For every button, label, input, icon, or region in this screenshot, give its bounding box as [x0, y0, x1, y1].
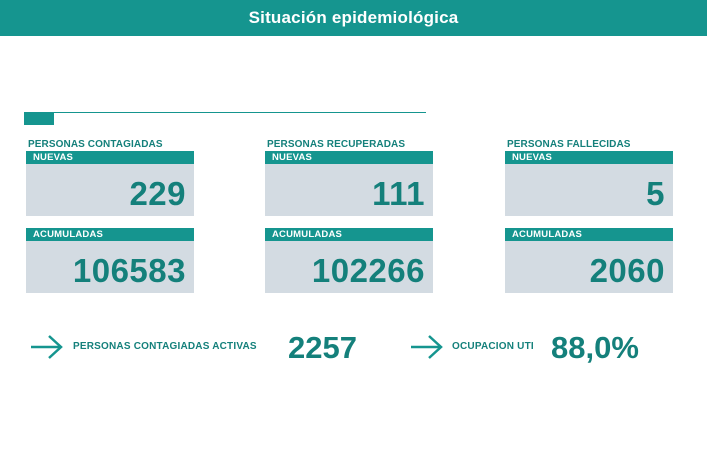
- card-new: NUEVAS 111: [265, 151, 433, 216]
- category-title: PERSONAS FALLECIDAS: [507, 139, 631, 150]
- card-value: 229: [129, 175, 186, 212]
- card-new: NUEVAS 229: [26, 151, 194, 216]
- arrow-right-icon: [411, 335, 443, 359]
- card-label: NUEVAS: [265, 151, 433, 164]
- card-label: NUEVAS: [26, 151, 194, 164]
- card-total: ACUMULADAS 2060: [505, 228, 673, 293]
- card-label: ACUMULADAS: [505, 228, 673, 241]
- card-value: 111: [372, 175, 425, 212]
- card-label: NUEVAS: [505, 151, 673, 164]
- category-title: PERSONAS CONTAGIADAS: [28, 139, 163, 150]
- active-cases-label: PERSONAS CONTAGIADAS ACTIVAS: [73, 341, 257, 352]
- card-label: ACUMULADAS: [26, 228, 194, 241]
- arrow-right-icon: [31, 335, 63, 359]
- card-label: ACUMULADAS: [265, 228, 433, 241]
- uti-occupancy-label: OCUPACION UTI: [452, 341, 534, 352]
- category-title: PERSONAS RECUPERADAS: [267, 139, 406, 150]
- uti-occupancy-value: 88,0%: [551, 330, 639, 365]
- card-value: 5: [646, 175, 665, 212]
- card-new: NUEVAS 5: [505, 151, 673, 216]
- active-cases-value: 2257: [288, 330, 357, 365]
- decorative-accent-block: [24, 113, 54, 125]
- card-value: 2060: [589, 252, 665, 289]
- page-title: Situación epidemiológica: [248, 8, 459, 27]
- card-value: 106583: [72, 252, 186, 289]
- decorative-divider: [24, 112, 426, 113]
- page-header: Situación epidemiológica: [0, 0, 707, 36]
- card-value: 102266: [311, 252, 425, 289]
- card-total: ACUMULADAS 106583: [26, 228, 194, 293]
- card-total: ACUMULADAS 102266: [265, 228, 433, 293]
